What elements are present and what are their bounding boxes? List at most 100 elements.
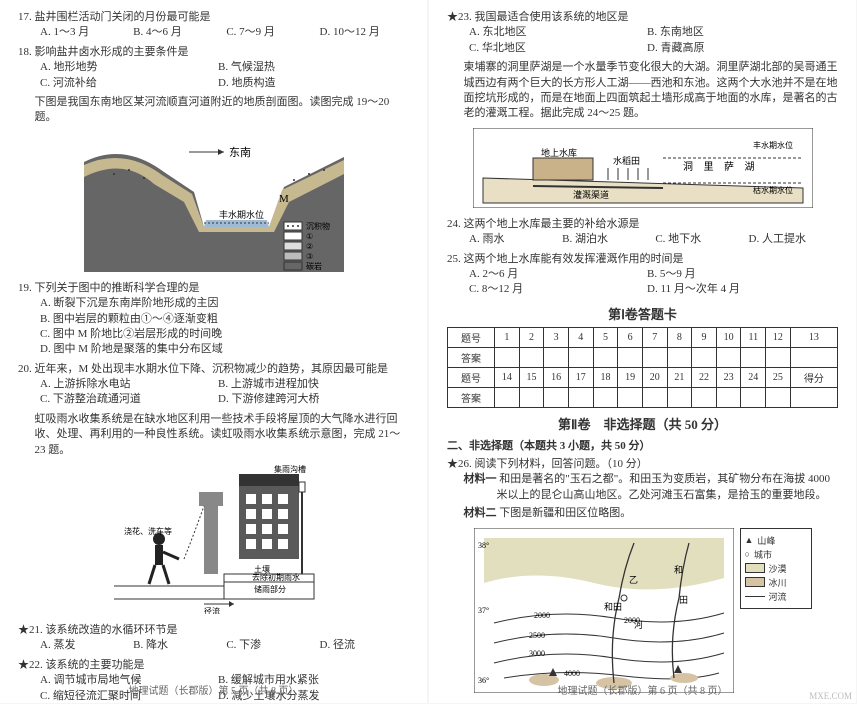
question-19: 19. 下列关于图中的推断科学合理的是 A. 断裂下沉是东南岸阶地形成的主因 B… <box>18 281 409 358</box>
context-19-20: 下图是我国东南地区某河流顺直河道附近的地质剖面图。读图完成 19～20 题。 <box>18 95 409 126</box>
q20-opt-b: B. 上游城市进程加快 <box>218 377 384 392</box>
q25-opt-a: A. 2～6 月 <box>469 267 635 282</box>
q21-options: A. 蒸发 B. 降水 C. 下渗 D. 径流 <box>18 638 409 653</box>
svg-text:储雨部分: 储雨部分 <box>254 584 286 594</box>
m1-label: 材料一 <box>464 473 497 485</box>
q19-opt-b: B. 图中岩层的颗粒由①～④逐渐变粗 <box>40 312 409 327</box>
page-left: 17. 盐井围栏活动门关闭的月份最可能是 A. 1～3 月 B. 4～6 月 C… <box>0 0 427 703</box>
q19-opt-a: A. 断裂下沉是东南岸阶地形成的主因 <box>40 296 409 311</box>
question-17: 17. 盐井围栏活动门关闭的月份最可能是 A. 1～3 月 B. 4～6 月 C… <box>18 10 409 41</box>
map-legend: ▲山峰 ○城市 沙漠 冰川 河流 <box>740 528 812 609</box>
svg-text:4000: 4000 <box>564 669 580 678</box>
question-20: 20. 近年来，M 处出现丰水期水位下降、沉积物减少的趋势，其原因最可能是 A.… <box>18 362 409 408</box>
section2-title: 第Ⅱ卷 非选择题（共 50 分） <box>447 414 838 433</box>
question-22: 22. 该系统的主要功能是 A. 调节城市局地气候 B. 缓解城市用水紧张 C.… <box>18 658 409 704</box>
q20-options: A. 上游拆除水电站 B. 上游城市进程加快 C. 下游整治疏通河道 D. 下游… <box>18 377 409 408</box>
svg-text:和田: 和田 <box>604 602 622 612</box>
q19-opt-c: C. 图中 M 阶地比②岩层形成的时间晚 <box>40 327 409 342</box>
svg-text:洞 里 萨 湖: 洞 里 萨 湖 <box>683 161 759 173</box>
q17-opt-d: D. 10～12 月 <box>320 25 401 40</box>
q24-stem: 24. 这两个地上水库最主要的补给水源是 <box>447 217 838 232</box>
table-row: 答案 <box>448 387 838 407</box>
fig1-level-label: 丰水期水位 <box>219 209 264 220</box>
svg-text:枯水期水位: 枯水期水位 <box>753 185 793 195</box>
q23-opt-c: C. 华北地区 <box>469 41 635 56</box>
m1-text: 和田是著名的"玉石之都"。和田玉为变质岩，其矿物分布在海拔 4000 米以上的昆… <box>497 473 830 501</box>
q25-options: A. 2～6 月 B. 5～9 月 C. 8～12 月 D. 11 月～次年 4… <box>447 267 838 298</box>
q18-stem: 18. 影响盐井卤水形成的主要条件是 <box>18 45 409 60</box>
question-21: 21. 该系统改造的水循环环节是 A. 蒸发 B. 降水 C. 下渗 D. 径流 <box>18 623 409 654</box>
svg-text:田: 田 <box>679 595 688 605</box>
q21-opt-c: C. 下渗 <box>226 638 307 653</box>
context-24-25: 柬埔寨的洞里萨湖是一个水量季节变化很大的大湖。洞里萨湖北部的吴哥通王城西边有两个… <box>447 60 838 122</box>
q17-options: A. 1～3 月 B. 4～6 月 C. 7～9 月 D. 10～12 月 <box>18 25 409 40</box>
city-icon: ○ <box>745 549 750 559</box>
q17-opt-a: A. 1～3 月 <box>40 25 121 40</box>
svg-text:去除初期雨水: 去除初期雨水 <box>252 572 300 582</box>
q18-opt-c: C. 河流补给 <box>40 76 206 91</box>
context-21-23: 虹吸雨水收集系统是在缺水地区利用一些技术手段将屋顶的大气降水进行回收、处理、再利… <box>18 412 409 458</box>
figure-rainwater-system: 集雨沟槽 土壤 去除初期雨水 储雨部分 浇花、洗车等 <box>18 464 409 617</box>
svg-text:灌溉渠道: 灌溉渠道 <box>573 189 609 200</box>
q25-opt-d: D. 11 月～次年 4 月 <box>647 282 813 297</box>
question-26: 26. 阅读下列材料，回答问题。（10 分） 材料一 和田是著名的"玉石之都"。… <box>447 457 838 522</box>
q20-opt-a: A. 上游拆除水电站 <box>40 377 206 392</box>
svg-text:浇花、洗车等: 浇花、洗车等 <box>124 526 172 536</box>
answer-card-title: 第Ⅰ卷答题卡 <box>447 304 838 323</box>
m2-text: 下图是新疆和田区位略图。 <box>499 507 631 519</box>
row4-label: 答案 <box>448 387 495 407</box>
figure-hetian-map: 2000 2000 2500 3000 4000 和田 和 田 乙 河 <box>447 528 838 693</box>
svg-text:2500: 2500 <box>529 631 545 640</box>
svg-text:①: ① <box>306 232 313 241</box>
figure-river-section: 东南 M 丰水期水位 沉积物 ① ② ③ 碳岩 <box>18 132 409 275</box>
table-row: 题号 14 15 16 17 18 19 20 21 22 23 24 25 得… <box>448 367 838 387</box>
svg-text:乙: 乙 <box>629 575 638 585</box>
q21-stem: 21. 该系统改造的水循环环节是 <box>18 623 409 638</box>
river-icon <box>745 596 765 597</box>
footer-right: 地理试题（长郡版）第 6 页（共 8 页） <box>429 682 856 697</box>
desert-icon <box>745 563 765 573</box>
q18-options: A. 地形地势 B. 气候湿热 C. 河流补给 D. 地质构造 <box>18 60 409 91</box>
m2-label: 材料二 <box>464 507 497 519</box>
q25-opt-c: C. 8～12 月 <box>469 282 635 297</box>
footer-left: 地理试题（长郡版）第 5 页（共 8 页） <box>0 682 427 697</box>
table-row: 题号 1 2 3 4 5 6 7 8 9 10 11 12 13 <box>448 327 838 347</box>
q23-stem: 23. 我国最适合使用该系统的地区是 <box>447 10 838 25</box>
watermark: MXE.COM <box>809 691 852 701</box>
q20-opt-c: C. 下游整治疏通河道 <box>40 392 206 407</box>
q24-opt-d: D. 人工提水 <box>749 232 830 247</box>
row1-label: 题号 <box>448 327 495 347</box>
answer-card-table: 题号 1 2 3 4 5 6 7 8 9 10 11 12 13 答案 题号 1… <box>447 327 838 408</box>
svg-text:集雨沟槽: 集雨沟槽 <box>274 464 306 474</box>
q20-opt-d: D. 下游修建跨河大桥 <box>218 392 384 407</box>
svg-text:3000: 3000 <box>529 649 545 658</box>
q23-opt-a: A. 东北地区 <box>469 25 635 40</box>
q21-opt-b: B. 降水 <box>133 638 214 653</box>
q22-stem: 22. 该系统的主要功能是 <box>18 658 409 673</box>
svg-text:丰水期水位: 丰水期水位 <box>753 140 793 150</box>
q21-opt-d: D. 径流 <box>320 638 401 653</box>
q18-opt-a: A. 地形地势 <box>40 60 206 75</box>
q18-opt-d: D. 地质构造 <box>218 76 384 91</box>
question-18: 18. 影响盐井卤水形成的主要条件是 A. 地形地势 B. 气候湿热 C. 河流… <box>18 45 409 91</box>
row2-label: 答案 <box>448 347 495 367</box>
peak-icon: ▲ <box>745 535 754 545</box>
q19-options: A. 断裂下沉是东南岸阶地形成的主因 B. 图中岩层的颗粒由①～④逐渐变粗 C.… <box>18 296 409 358</box>
fig1-m-label: M <box>279 193 289 205</box>
svg-text:2000: 2000 <box>534 611 550 620</box>
row3-label: 题号 <box>448 367 495 387</box>
q17-opt-c: C. 7～9 月 <box>226 25 307 40</box>
question-24: 24. 这两个地上水库最主要的补给水源是 A. 雨水 B. 湖泊水 C. 地下水… <box>447 217 838 248</box>
fig1-southeast-label: 东南 <box>229 146 251 159</box>
svg-text:37°: 37° <box>478 606 489 615</box>
svg-text:38°: 38° <box>478 541 489 550</box>
q19-stem: 19. 下列关于图中的推断科学合理的是 <box>18 281 409 296</box>
svg-text:沉积物: 沉积物 <box>306 221 330 231</box>
question-25: 25. 这两个地上水库能有效发挥灌溉作用的时间是 A. 2～6 月 B. 5～9… <box>447 252 838 298</box>
glacier-icon <box>745 577 765 587</box>
svg-text:②: ② <box>306 242 313 251</box>
q20-stem: 20. 近年来，M 处出现丰水期水位下降、沉积物减少的趋势，其原因最可能是 <box>18 362 409 377</box>
q17-opt-b: B. 4～6 月 <box>133 25 214 40</box>
svg-text:水稻田: 水稻田 <box>613 155 640 166</box>
svg-text:河: 河 <box>634 619 643 630</box>
